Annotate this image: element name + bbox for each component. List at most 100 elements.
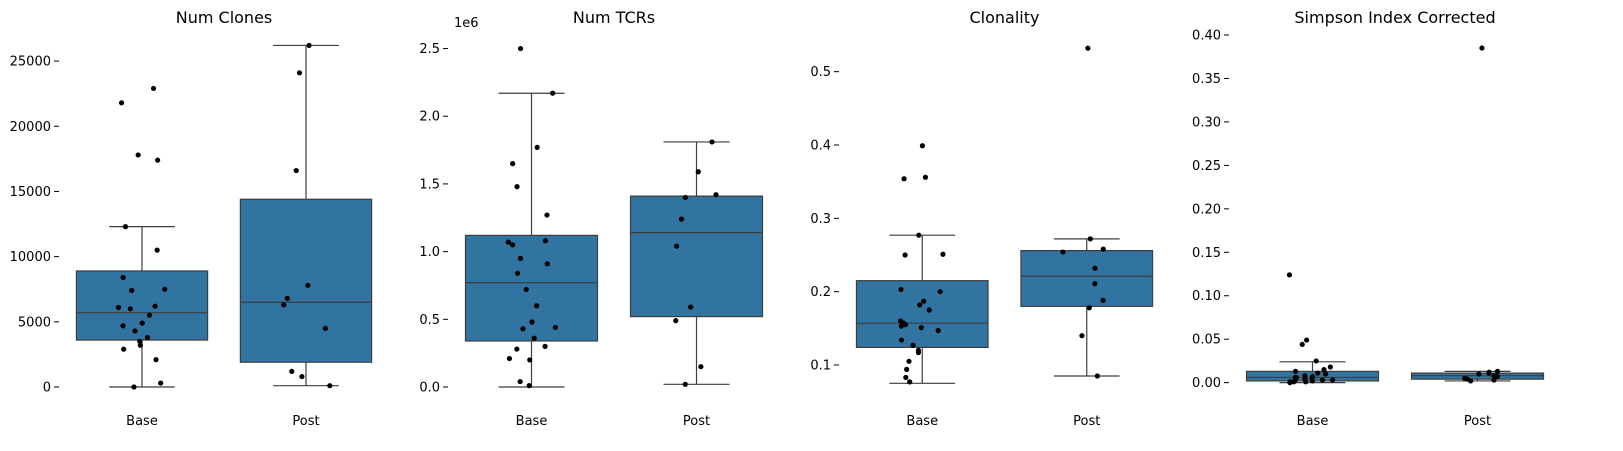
data-point [120,323,126,329]
data-point [542,238,549,244]
data-point [695,169,701,175]
data-point [527,357,533,363]
data-point [129,287,135,294]
x-tick-label: Post [1073,414,1100,429]
data-point [1303,379,1309,385]
data-point [1468,378,1474,384]
data-point [1479,45,1485,51]
data-point [281,302,287,308]
data-point [1299,341,1305,348]
x-tick-label: Base [1297,414,1329,429]
data-point [1060,249,1066,255]
y-tick-label: 2.5 [419,42,440,57]
data-point [152,303,158,309]
data-point [898,337,905,343]
axis-offset-label: 1e6 [454,16,479,31]
data-point [1085,45,1091,51]
data-point [1292,368,1299,374]
data-point [918,325,924,331]
data-point [542,343,548,349]
data-point [1092,265,1098,271]
data-point [1309,378,1316,384]
data-point [916,232,922,238]
data-point [926,307,932,313]
data-point [517,378,523,385]
data-point [299,373,305,380]
box-post [1020,250,1154,307]
data-point [910,342,916,348]
data-point [1313,358,1319,364]
data-point [709,139,715,145]
x-tick-label: Post [1464,414,1491,429]
data-point [517,45,524,52]
data-point [1086,305,1092,311]
y-tick-label: 0.4 [810,139,831,154]
data-point [907,379,913,385]
data-point [529,319,535,325]
data-point [903,374,909,381]
data-point [150,85,157,92]
data-point [682,381,688,387]
y-tick-label: 5000 [18,315,51,330]
data-point [144,334,151,341]
y-tick-label: 0 [43,381,51,396]
data-point [935,327,941,334]
data-point [898,323,904,329]
data-point [131,384,137,390]
data-point [118,100,125,106]
y-tick-label: 0.3 [810,212,831,227]
data-point [1315,370,1321,376]
box-base [855,280,989,348]
y-tick-label: 0.2 [810,285,831,300]
data-point [544,212,550,218]
data-point [902,322,909,328]
data-point [1100,246,1106,252]
x-tick-label: Base [906,414,938,429]
data-point [306,42,312,49]
y-tick-label: 0.10 [1192,289,1221,304]
data-point [322,325,329,331]
data-point [155,157,161,163]
y-tick-label: 0.05 [1192,333,1221,348]
data-point [902,252,908,258]
data-point [526,383,532,389]
data-point [550,90,556,96]
data-point [937,289,943,295]
data-point [506,355,513,362]
panel-1: Num Clones 0 5000 10000 15000 20000 25000 Base P… [10,8,373,429]
y-tick-label: 25000 [10,55,51,70]
data-point [327,383,333,389]
data-point [115,304,121,311]
data-point [289,368,295,374]
chart-title: Simpson Index Corrected [1294,8,1495,27]
data-point [682,194,688,201]
y-tick-label: 10000 [10,250,51,265]
data-point [514,184,520,190]
data-point [305,282,311,288]
data-point [1322,371,1329,377]
data-point [1491,377,1497,383]
y-tick-label: 0.20 [1192,202,1221,217]
panel-2: Num TCRs 0.0 0.5 1.0 1.5 2.0 2.5 1e6 Base Post [419,8,764,429]
y-tick-label: 0.35 [1192,72,1221,87]
y-tick-label: 20000 [10,120,51,135]
data-point [698,364,704,370]
data-point [520,326,526,332]
data-point [1494,373,1501,380]
data-point [674,243,680,249]
data-point [514,270,521,276]
y-tick-label: 0.25 [1192,159,1221,174]
chart-title: Num TCRs [573,8,655,27]
data-point [158,380,164,386]
x-tick-label: Post [683,414,710,429]
data-point [523,286,529,293]
data-point [296,70,303,76]
data-point [137,338,143,344]
data-point [284,295,290,301]
box-post [239,198,373,363]
x-tick-label: Base [126,414,158,429]
data-point [1094,373,1100,379]
data-point [534,303,540,309]
box-post [629,195,764,318]
